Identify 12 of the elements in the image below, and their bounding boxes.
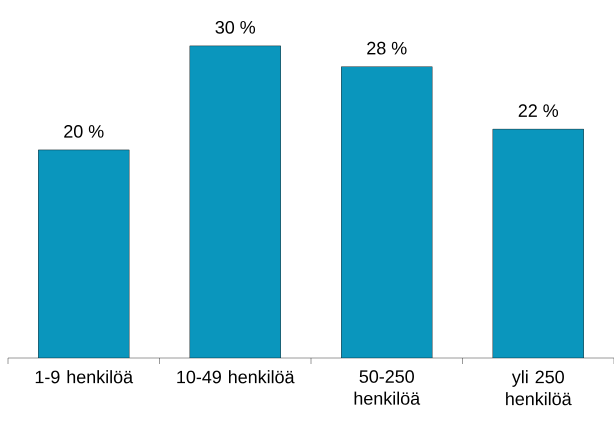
data-label: 28 % [367, 42, 407, 55]
x-tick-label: 10-49 henkilöä [177, 370, 295, 384]
data-label: 22 % [518, 104, 558, 117]
x-tick-label: yli 250 henkilöä [506, 370, 572, 406]
data-label: 20 % [64, 125, 104, 138]
bar [38, 150, 130, 358]
bar [341, 66, 432, 358]
bar [190, 46, 281, 358]
data-label: 30 % [216, 20, 256, 34]
bar [492, 128, 584, 358]
x-tick-label: 50-250 henkilöä [354, 370, 420, 405]
x-tick-label: 1-9 henkilöä [36, 370, 134, 384]
